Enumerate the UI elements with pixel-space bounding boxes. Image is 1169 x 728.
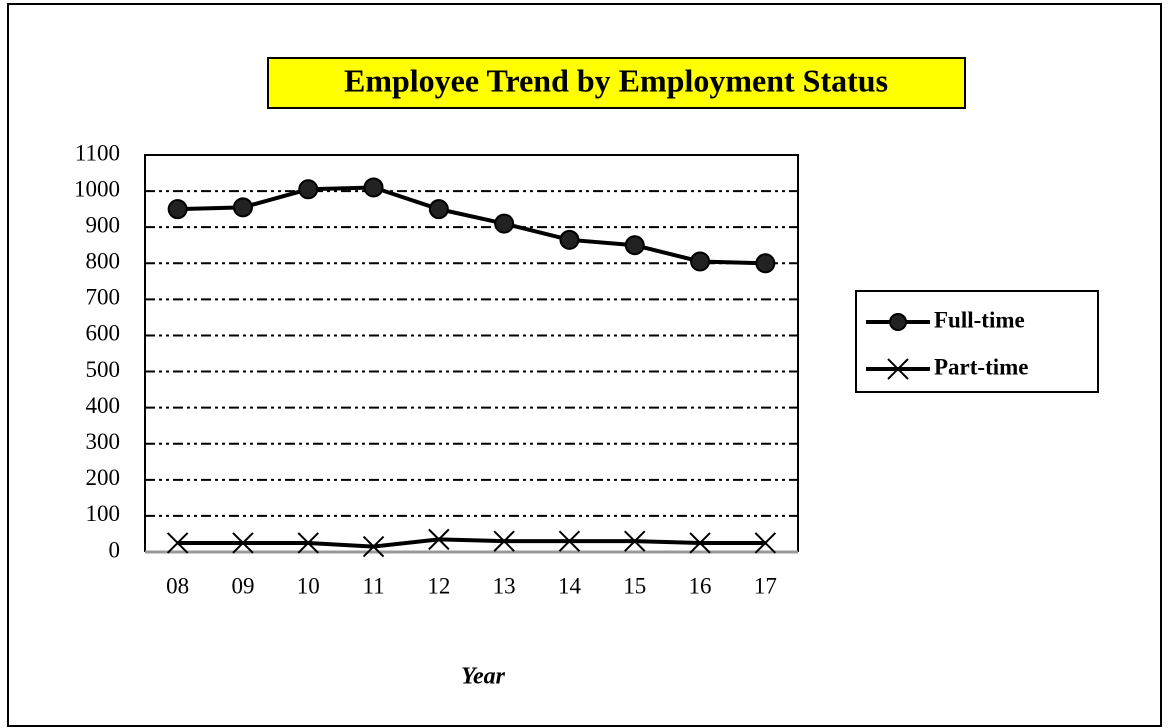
- point-marker: [232, 197, 253, 218]
- legend-marker: [889, 313, 907, 331]
- y-tick-label: 600: [86, 321, 121, 346]
- point-marker: [297, 532, 319, 554]
- point-marker: [754, 532, 777, 554]
- y-tick-label: 1000: [74, 176, 120, 201]
- y-tick-label: 400: [86, 393, 121, 418]
- x-axis-label: Year: [461, 664, 506, 690]
- point-marker: [558, 530, 581, 552]
- x-tick-label: 16: [689, 573, 712, 598]
- point-marker: [690, 251, 711, 272]
- x-tick-label: 13: [493, 573, 516, 598]
- y-tick-label: 0: [109, 537, 121, 562]
- y-tick-label: 100: [86, 501, 121, 526]
- point-marker: [166, 532, 189, 554]
- x-tick-label: 11: [362, 573, 384, 598]
- x-tick-label: 10: [297, 573, 320, 598]
- point-marker: [559, 229, 580, 250]
- point-marker: [624, 235, 645, 256]
- point-marker: [232, 532, 254, 554]
- y-tick-label: 300: [86, 429, 121, 454]
- y-tick-label: 700: [86, 285, 121, 310]
- point-marker: [363, 177, 384, 198]
- point-marker: [755, 253, 776, 274]
- legend-label: Full-time: [934, 307, 1025, 332]
- y-tick-label: 900: [86, 212, 121, 237]
- point-marker: [428, 199, 449, 220]
- chart-title: Employee Trend by Employment Status: [344, 62, 888, 98]
- x-tick-label: 17: [754, 573, 777, 598]
- legend-label: Part-time: [934, 354, 1029, 379]
- point-marker: [362, 535, 385, 558]
- legend-marker: [887, 358, 909, 380]
- y-tick-label: 500: [86, 357, 121, 382]
- y-tick-label: 200: [86, 465, 121, 490]
- x-tick-label: 08: [166, 573, 189, 598]
- series-line: [177, 537, 766, 549]
- plot-border: [144, 154, 799, 552]
- y-tick-label: 1100: [75, 140, 120, 165]
- point-marker: [167, 199, 188, 220]
- x-tick-label: 15: [623, 573, 646, 598]
- y-tick-label: 800: [86, 249, 121, 274]
- legend-box: [855, 290, 1099, 393]
- point-marker: [494, 213, 515, 234]
- point-marker: [298, 179, 319, 200]
- x-tick-label: 14: [558, 573, 582, 598]
- point-marker: [428, 528, 450, 551]
- x-tick-label: 09: [231, 573, 254, 598]
- series-line: [177, 185, 766, 266]
- point-marker: [624, 530, 646, 552]
- point-marker: [689, 532, 711, 554]
- title-box: [267, 57, 966, 109]
- x-tick-label: 12: [427, 573, 450, 598]
- point-marker: [493, 530, 515, 552]
